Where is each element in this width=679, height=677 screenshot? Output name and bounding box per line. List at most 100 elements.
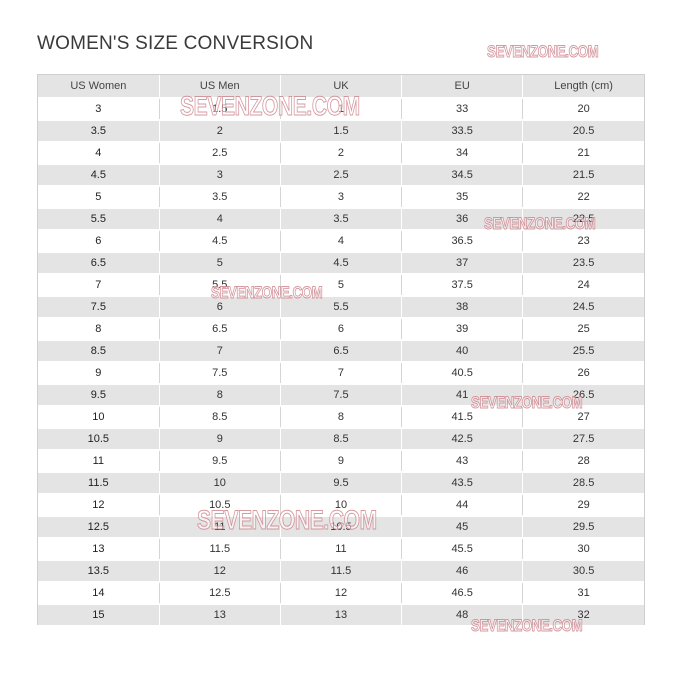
page-title: WOMEN'S SIZE CONVERSION bbox=[37, 33, 314, 54]
cell-length-cm: 29.5 bbox=[522, 516, 644, 539]
cell-us-women: 11 bbox=[38, 450, 160, 473]
watermark: SEVENZONE.COM bbox=[487, 42, 600, 62]
cell-eu: 43 bbox=[401, 450, 524, 473]
cell-us-women: 5.5 bbox=[38, 208, 160, 231]
cell-us-men: 7.5 bbox=[159, 362, 281, 385]
cell-eu: 33.5 bbox=[401, 120, 524, 143]
cell-uk: 2 bbox=[280, 142, 403, 165]
cell-us-women: 9 bbox=[38, 362, 160, 385]
cell-length-cm: 24.5 bbox=[522, 296, 644, 319]
table-row: 13.5 12 11.5 46 30.5 bbox=[38, 560, 644, 583]
cell-us-women: 11.5 bbox=[38, 472, 160, 495]
cell-uk: 8.5 bbox=[280, 428, 403, 451]
cell-us-men: 10.5 bbox=[159, 494, 281, 517]
cell-length-cm: 22.5 bbox=[522, 208, 644, 231]
cell-uk: 9.5 bbox=[280, 472, 403, 495]
table-row: 4 2.5 2 34 21 bbox=[38, 142, 644, 165]
cell-uk: 7.5 bbox=[280, 384, 403, 407]
cell-uk: 3 bbox=[280, 186, 403, 209]
cell-uk: 10 bbox=[280, 494, 403, 517]
cell-eu: 35 bbox=[401, 186, 524, 209]
cell-eu: 37.5 bbox=[401, 274, 524, 297]
table-row: 6.5 5 4.5 37 23.5 bbox=[38, 252, 644, 275]
cell-eu: 33 bbox=[401, 98, 524, 121]
cell-length-cm: 30.5 bbox=[522, 560, 644, 583]
cell-length-cm: 20 bbox=[522, 98, 644, 121]
cell-eu: 44 bbox=[401, 494, 524, 517]
cell-length-cm: 23 bbox=[522, 230, 644, 253]
cell-uk: 11 bbox=[280, 538, 403, 561]
table-row: 9 7.5 7 40.5 26 bbox=[38, 362, 644, 385]
cell-eu: 45 bbox=[401, 516, 524, 539]
size-conversion-table: US Women US Men UK EU Length (cm) 3 1.5 1 3… bbox=[38, 75, 644, 627]
table-row: 12.5 11 10.5 45 29.5 bbox=[38, 516, 644, 539]
cell-length-cm: 25 bbox=[522, 318, 644, 341]
cell-us-men: 9.5 bbox=[159, 450, 281, 473]
table-row: 12 10.5 10 44 29 bbox=[38, 494, 644, 517]
cell-us-men: 2 bbox=[159, 120, 281, 143]
cell-us-men: 11.5 bbox=[159, 538, 281, 561]
cell-length-cm: 21 bbox=[522, 142, 644, 165]
table-row: 7 5.5 5 37.5 24 bbox=[38, 274, 644, 297]
cell-uk: 7 bbox=[280, 362, 403, 385]
cell-us-men: 5 bbox=[159, 252, 281, 275]
header-us-women: US Women bbox=[38, 75, 160, 99]
table-row: 7.5 6 5.5 38 24.5 bbox=[38, 296, 644, 319]
cell-length-cm: 27 bbox=[522, 406, 644, 429]
cell-us-women: 13.5 bbox=[38, 560, 160, 583]
cell-us-men: 2.5 bbox=[159, 142, 281, 165]
table-row: 13 11.5 11 45.5 30 bbox=[38, 538, 644, 561]
cell-uk: 1.5 bbox=[280, 120, 403, 143]
table-row: 15 13 13 48 32 bbox=[38, 604, 644, 627]
cell-length-cm: 21.5 bbox=[522, 164, 644, 187]
cell-length-cm: 28.5 bbox=[522, 472, 644, 495]
table-row: 3.5 2 1.5 33.5 20.5 bbox=[38, 120, 644, 143]
cell-eu: 46.5 bbox=[401, 582, 524, 605]
table-row: 8.5 7 6.5 40 25.5 bbox=[38, 340, 644, 363]
cell-us-men: 4.5 bbox=[159, 230, 281, 253]
cell-eu: 36.5 bbox=[401, 230, 524, 253]
cell-us-women: 3.5 bbox=[38, 120, 160, 143]
cell-uk: 6 bbox=[280, 318, 403, 341]
table-row: 5.5 4 3.5 36 22.5 bbox=[38, 208, 644, 231]
cell-us-women: 7 bbox=[38, 274, 160, 297]
cell-us-men: 4 bbox=[159, 208, 281, 231]
cell-us-men: 1.5 bbox=[159, 98, 281, 121]
cell-uk: 1 bbox=[280, 98, 403, 121]
table-row: 11.5 10 9.5 43.5 28.5 bbox=[38, 472, 644, 495]
cell-length-cm: 23.5 bbox=[522, 252, 644, 275]
cell-uk: 4.5 bbox=[280, 252, 403, 275]
cell-eu: 46 bbox=[401, 560, 524, 583]
cell-us-women: 12.5 bbox=[38, 516, 160, 539]
cell-us-women: 4.5 bbox=[38, 164, 160, 187]
table-row: 8 6.5 6 39 25 bbox=[38, 318, 644, 341]
cell-eu: 45.5 bbox=[401, 538, 524, 561]
cell-us-men: 12.5 bbox=[159, 582, 281, 605]
cell-length-cm: 31 bbox=[522, 582, 644, 605]
table-row: 9.5 8 7.5 41 26.5 bbox=[38, 384, 644, 407]
cell-length-cm: 24 bbox=[522, 274, 644, 297]
cell-us-women: 5 bbox=[38, 186, 160, 209]
cell-eu: 42.5 bbox=[401, 428, 524, 451]
cell-us-men: 3.5 bbox=[159, 186, 281, 209]
cell-eu: 38 bbox=[401, 296, 524, 319]
cell-length-cm: 32 bbox=[522, 604, 644, 627]
cell-uk: 3.5 bbox=[280, 208, 403, 231]
cell-uk: 9 bbox=[280, 450, 403, 473]
cell-us-men: 5.5 bbox=[159, 274, 281, 297]
cell-us-women: 14 bbox=[38, 582, 160, 605]
cell-us-women: 12 bbox=[38, 494, 160, 517]
cell-length-cm: 25.5 bbox=[522, 340, 644, 363]
cell-eu: 40.5 bbox=[401, 362, 524, 385]
table-body: 3 1.5 1 33 20 3.5 2 1.5 33.5 20.5 4 2.5 2 34 21 4.5 3 2.5… bbox=[38, 98, 644, 627]
header-uk: UK bbox=[280, 75, 403, 99]
table-row: 3 1.5 1 33 20 bbox=[38, 98, 644, 121]
cell-eu: 34 bbox=[401, 142, 524, 165]
size-conversion-table-container: US Women US Men UK EU Length (cm) 3 1.5 1 3… bbox=[37, 74, 645, 627]
table-row: 4.5 3 2.5 34.5 21.5 bbox=[38, 164, 644, 187]
cell-eu: 40 bbox=[401, 340, 524, 363]
cell-length-cm: 22 bbox=[522, 186, 644, 209]
cell-us-women: 10.5 bbox=[38, 428, 160, 451]
cell-us-men: 10 bbox=[159, 472, 281, 495]
table-row: 10 8.5 8 41.5 27 bbox=[38, 406, 644, 429]
